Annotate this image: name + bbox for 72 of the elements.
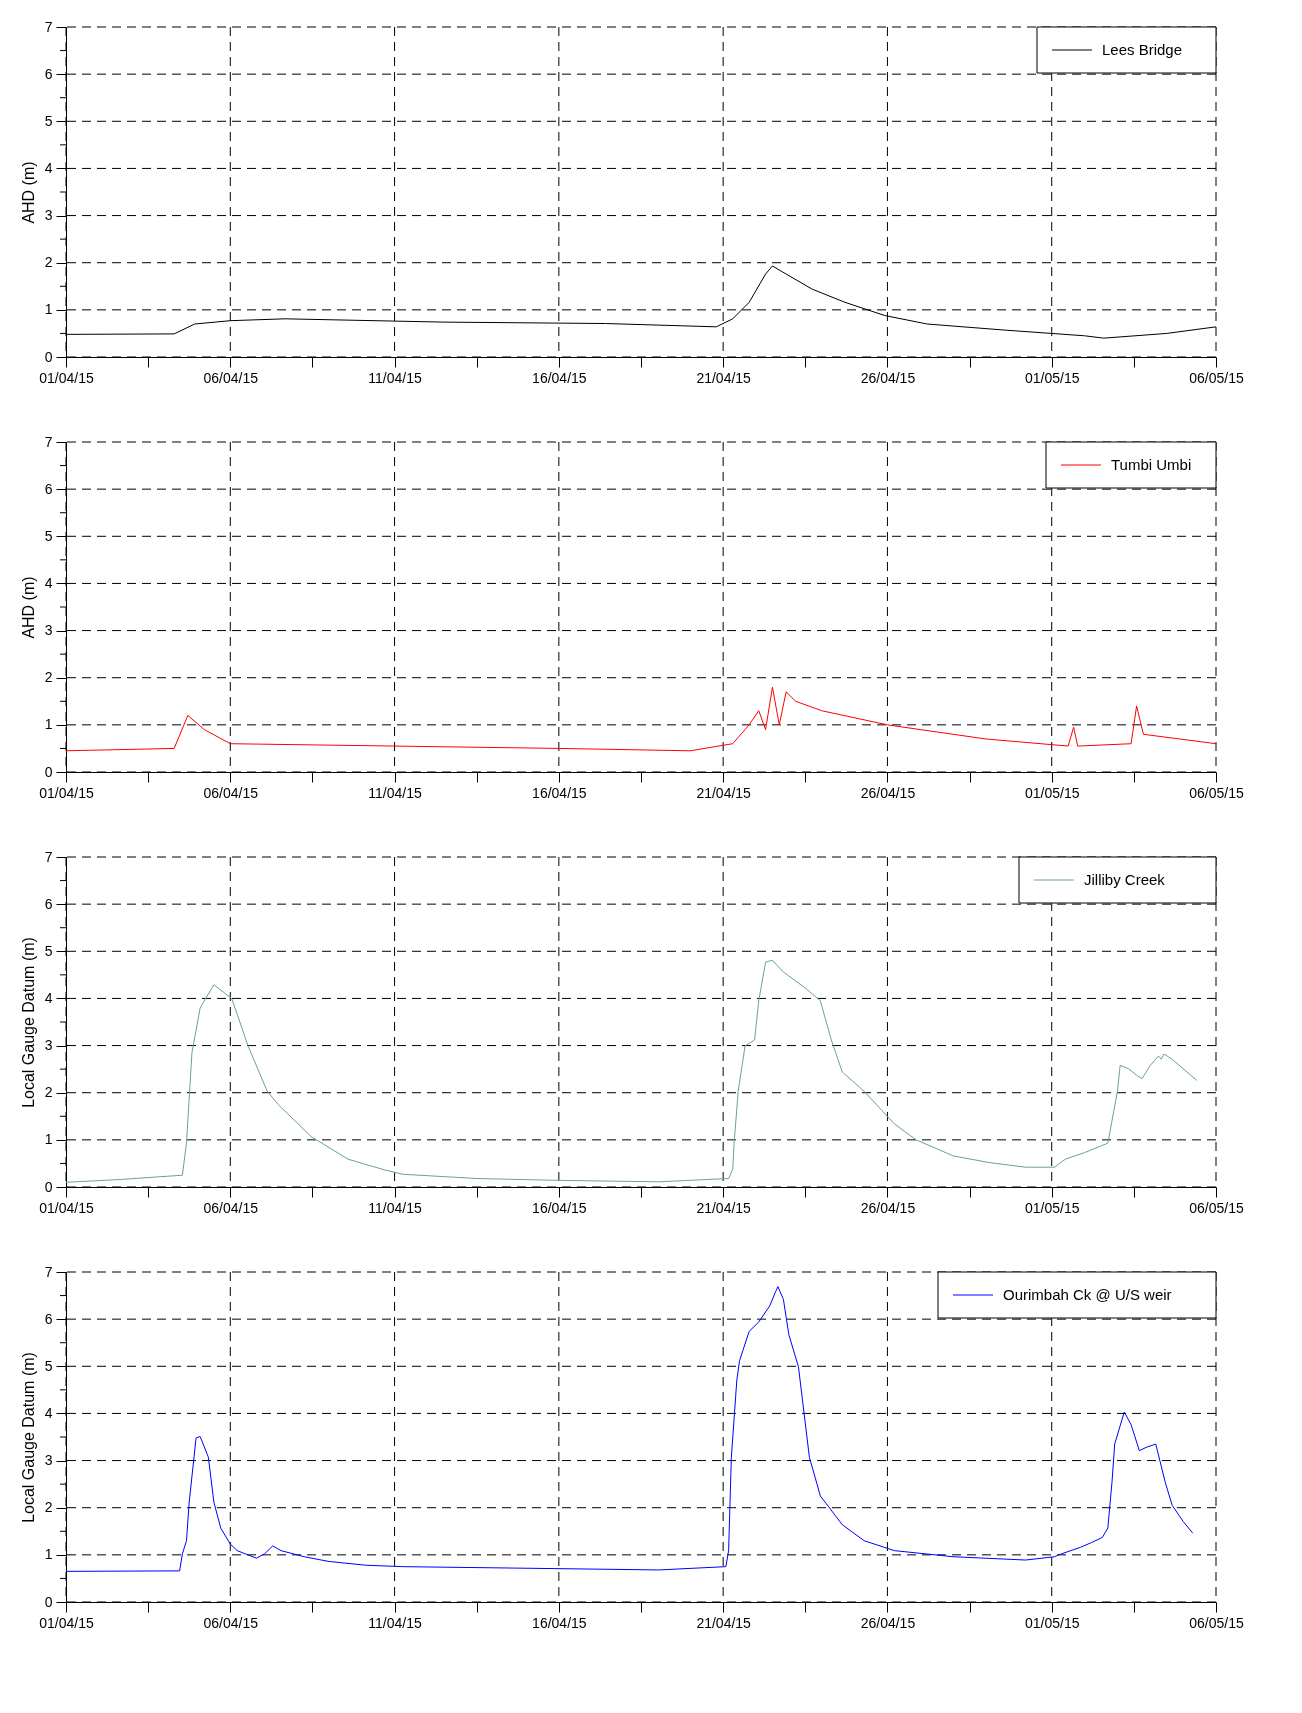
y-tick-label: 7 <box>44 433 53 450</box>
y-tick-label: 0 <box>44 1593 53 1610</box>
y-axis-title: Local Gauge Datum (m) <box>19 1352 37 1523</box>
x-tick-label: 16/04/15 <box>532 1199 587 1216</box>
y-axis-title: AHD (m) <box>19 161 37 224</box>
x-tick-label: 11/04/15 <box>368 784 423 801</box>
x-tick-label: 01/05/15 <box>1024 1199 1080 1216</box>
y-tick-label: 2 <box>44 1084 53 1101</box>
y-tick-label: 0 <box>44 763 53 780</box>
y-tick-label: 5 <box>44 942 53 959</box>
x-tick-label: 11/04/15 <box>368 369 423 386</box>
y-tick-label: 7 <box>44 18 53 35</box>
x-tick-label: 06/04/15 <box>203 1614 259 1631</box>
x-tick-label: 11/04/15 <box>368 1199 423 1216</box>
y-tick-label: 6 <box>44 480 53 497</box>
x-tick-label: 26/04/15 <box>860 369 916 386</box>
y-tick-label: 2 <box>44 254 53 271</box>
y-tick-label: 1 <box>44 301 53 318</box>
y-tick-label: 5 <box>44 527 53 544</box>
y-tick-label: 6 <box>44 1310 53 1327</box>
x-tick-label: 11/04/15 <box>368 1614 423 1631</box>
y-tick-label: 0 <box>44 1178 53 1195</box>
x-tick-label: 21/04/15 <box>696 1199 752 1216</box>
x-tick-label: 21/04/15 <box>696 784 752 801</box>
x-tick-label: 01/04/15 <box>39 369 94 386</box>
x-tick-label: 21/04/15 <box>696 369 752 386</box>
x-tick-label: 16/04/15 <box>532 369 587 386</box>
y-axis-title: AHD (m) <box>19 576 37 639</box>
y-tick-label: 4 <box>44 159 53 176</box>
x-tick-label: 06/04/15 <box>203 784 259 801</box>
y-tick-label: 3 <box>44 1452 53 1469</box>
x-tick-label: 26/04/15 <box>860 784 916 801</box>
x-tick-label: 06/05/15 <box>1189 1614 1244 1631</box>
y-tick-label: 7 <box>44 848 53 865</box>
legend-label: Jilliby Creek <box>1084 871 1166 888</box>
y-tick-label: 3 <box>44 622 53 639</box>
legend-label: Lees Bridge <box>1102 41 1183 58</box>
x-tick-label: 06/05/15 <box>1189 784 1244 801</box>
legend-label: Tumbi Umbi <box>1111 456 1192 473</box>
x-tick-label: 01/04/15 <box>39 1614 94 1631</box>
y-tick-label: 6 <box>44 895 53 912</box>
y-tick-label: 0 <box>44 348 53 365</box>
x-tick-label: 01/05/15 <box>1024 369 1080 386</box>
y-tick-label: 3 <box>44 1037 53 1054</box>
x-tick-label: 16/04/15 <box>532 1614 587 1631</box>
y-tick-label: 4 <box>44 1404 53 1421</box>
y-tick-label: 4 <box>44 989 53 1006</box>
x-tick-label: 01/04/15 <box>39 1199 94 1216</box>
x-tick-label: 21/04/15 <box>696 1614 752 1631</box>
x-tick-label: 16/04/15 <box>532 784 587 801</box>
x-tick-label: 06/05/15 <box>1189 1199 1244 1216</box>
y-tick-label: 2 <box>44 669 53 686</box>
y-tick-label: 2 <box>44 1499 53 1516</box>
x-tick-label: 01/04/15 <box>39 784 94 801</box>
y-tick-label: 1 <box>44 1546 53 1563</box>
x-tick-label: 26/04/15 <box>860 1614 916 1631</box>
y-tick-label: 3 <box>44 207 53 224</box>
x-tick-label: 01/05/15 <box>1024 784 1080 801</box>
y-tick-label: 1 <box>44 716 53 733</box>
x-tick-label: 26/04/15 <box>860 1199 916 1216</box>
y-tick-label: 5 <box>44 1357 53 1374</box>
y-tick-label: 7 <box>44 1263 53 1280</box>
y-tick-label: 6 <box>44 65 53 82</box>
y-tick-label: 1 <box>44 1131 53 1148</box>
legend-label: Ourimbah Ck @ U/S weir <box>1003 1286 1172 1303</box>
x-tick-label: 06/04/15 <box>203 1199 259 1216</box>
y-tick-label: 4 <box>44 574 53 591</box>
x-tick-label: 06/05/15 <box>1189 369 1244 386</box>
y-tick-label: 5 <box>44 112 53 129</box>
x-tick-label: 01/05/15 <box>1024 1614 1080 1631</box>
x-tick-label: 06/04/15 <box>203 369 259 386</box>
y-axis-title: Local Gauge Datum (m) <box>19 937 37 1108</box>
